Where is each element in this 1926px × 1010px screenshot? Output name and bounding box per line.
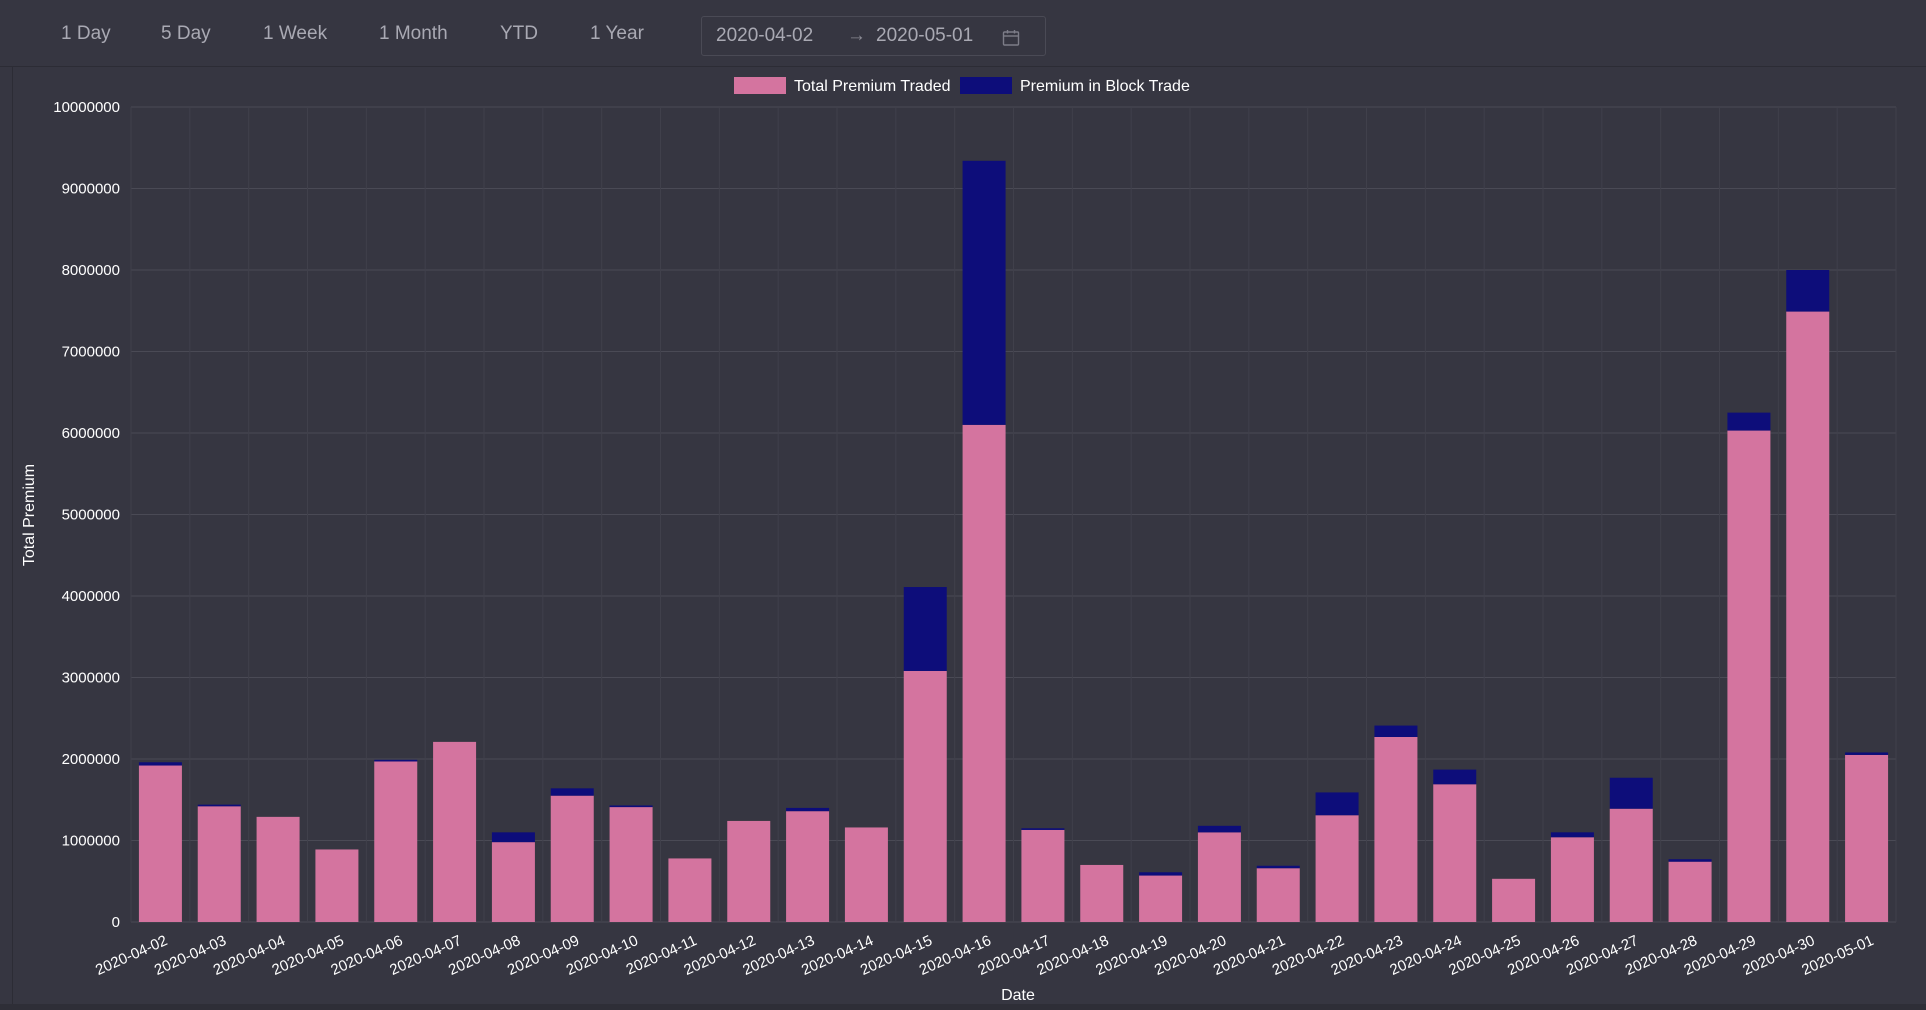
bar-block-trade[interactable]: [550, 788, 594, 796]
y-tick-label: 7000000: [62, 344, 120, 361]
chart-legend: Total Premium Traded Premium in Block Tra…: [734, 77, 1190, 95]
y-tick-label: 3000000: [62, 670, 120, 687]
bar-block-trade[interactable]: [1374, 725, 1418, 737]
y-tick-label: 2000000: [62, 751, 120, 768]
legend-swatch[interactable]: [734, 77, 786, 94]
bar-total-premium[interactable]: [1139, 875, 1183, 922]
bar-total-premium[interactable]: [1080, 864, 1124, 922]
y-tick-label: 10000000: [53, 99, 120, 116]
bottom-edge: [0, 1004, 1926, 1010]
bar-total-premium[interactable]: [609, 807, 653, 922]
bar-block-trade[interactable]: [1433, 769, 1477, 785]
bar-total-premium[interactable]: [962, 424, 1006, 922]
y-tick-label: 8000000: [62, 262, 120, 279]
chart-grid: [130, 106, 1897, 923]
calendar-icon[interactable]: [1002, 29, 1020, 53]
toolbar: 1 Day 5 Day 1 Week 1 Month YTD 1 Year 20…: [0, 0, 1926, 67]
bar-block-trade[interactable]: [786, 807, 830, 812]
bar-total-premium[interactable]: [1492, 878, 1536, 922]
bar-total-premium[interactable]: [1197, 832, 1241, 922]
bar-total-premium[interactable]: [903, 670, 947, 922]
date-from-input[interactable]: 2020-04-02: [716, 25, 814, 46]
bar-total-premium[interactable]: [138, 765, 182, 922]
bar-block-trade[interactable]: [962, 160, 1006, 425]
bar-total-premium[interactable]: [844, 827, 888, 922]
bar-total-premium[interactable]: [1256, 868, 1300, 922]
bar-total-premium[interactable]: [786, 811, 830, 922]
y-tick-label: 0: [112, 914, 120, 931]
range-ytd-button[interactable]: YTD: [500, 23, 538, 44]
y-tick-label: 9000000: [62, 181, 120, 198]
y-axis-ticks: 0 1000000 2000000 3000000 4000000 5000000 6000…: [53, 99, 120, 931]
bar-total-premium[interactable]: [550, 795, 594, 922]
y-tick-label: 6000000: [62, 425, 120, 442]
bar-block-trade[interactable]: [1609, 777, 1653, 809]
bar-block-trade[interactable]: [1668, 859, 1712, 862]
range-1-week-button[interactable]: 1 Week: [263, 23, 328, 44]
range-1-month-button[interactable]: 1 Month: [379, 23, 448, 44]
bar-total-premium[interactable]: [1786, 311, 1830, 922]
date-range-picker[interactable]: 2020-04-02 → 2020-05-01: [701, 16, 1046, 56]
bar-total-premium[interactable]: [1845, 754, 1889, 922]
legend-label[interactable]: Premium in Block Trade: [1020, 78, 1190, 95]
bar-block-trade[interactable]: [138, 762, 182, 766]
bar-total-premium[interactable]: [433, 741, 477, 922]
bar-block-trade[interactable]: [1021, 828, 1065, 830]
bar-total-premium[interactable]: [1433, 784, 1477, 922]
range-5-day-button[interactable]: 5 Day: [161, 23, 211, 44]
y-tick-label: 1000000: [62, 833, 120, 850]
bar-total-premium[interactable]: [1550, 837, 1594, 922]
y-tick-label: 5000000: [62, 507, 120, 524]
bar-total-premium[interactable]: [668, 858, 712, 922]
legend-label[interactable]: Total Premium Traded: [794, 78, 951, 95]
panel-border: [12, 66, 13, 1010]
bar-block-trade[interactable]: [197, 804, 241, 807]
bar-block-trade[interactable]: [609, 805, 653, 808]
bar-total-premium[interactable]: [374, 761, 418, 922]
chart-bars: [138, 160, 1889, 922]
y-tick-label: 4000000: [62, 588, 120, 605]
bar-total-premium[interactable]: [197, 806, 241, 922]
date-to-input[interactable]: 2020-05-01: [876, 25, 974, 46]
bar-total-premium[interactable]: [1021, 829, 1065, 922]
bar-total-premium[interactable]: [1374, 736, 1418, 922]
bar-total-premium[interactable]: [727, 820, 771, 922]
legend-swatch[interactable]: [960, 77, 1012, 94]
bar-block-trade[interactable]: [1786, 270, 1830, 312]
bar-block-trade[interactable]: [374, 759, 418, 762]
bar-block-trade[interactable]: [1845, 752, 1889, 755]
x-axis-label: Date: [1001, 987, 1035, 1004]
bar-total-premium[interactable]: [1609, 808, 1653, 922]
bar-total-premium[interactable]: [1727, 430, 1771, 922]
bar-block-trade[interactable]: [1197, 825, 1241, 833]
bar-total-premium[interactable]: [1668, 861, 1712, 922]
bar-block-trade[interactable]: [1315, 792, 1359, 816]
bar-block-trade[interactable]: [1727, 412, 1771, 431]
range-1-day-button[interactable]: 1 Day: [61, 23, 111, 44]
bar-block-trade[interactable]: [1256, 865, 1300, 869]
range-1-year-button[interactable]: 1 Year: [590, 23, 644, 44]
bar-block-trade[interactable]: [1550, 832, 1594, 838]
bar-block-trade[interactable]: [903, 587, 947, 671]
bar-total-premium[interactable]: [315, 849, 359, 922]
bar-block-trade[interactable]: [491, 832, 535, 843]
bar-total-premium[interactable]: [1315, 815, 1359, 922]
x-axis-ticks: 2020-04-022020-04-032020-04-042020-04-05…: [93, 932, 1876, 979]
bar-total-premium[interactable]: [491, 842, 535, 922]
bar-total-premium[interactable]: [256, 816, 300, 922]
bar-block-trade[interactable]: [1139, 872, 1183, 876]
y-axis-label: Total Premium: [21, 464, 38, 566]
arrow-right-icon: →: [847, 25, 866, 46]
